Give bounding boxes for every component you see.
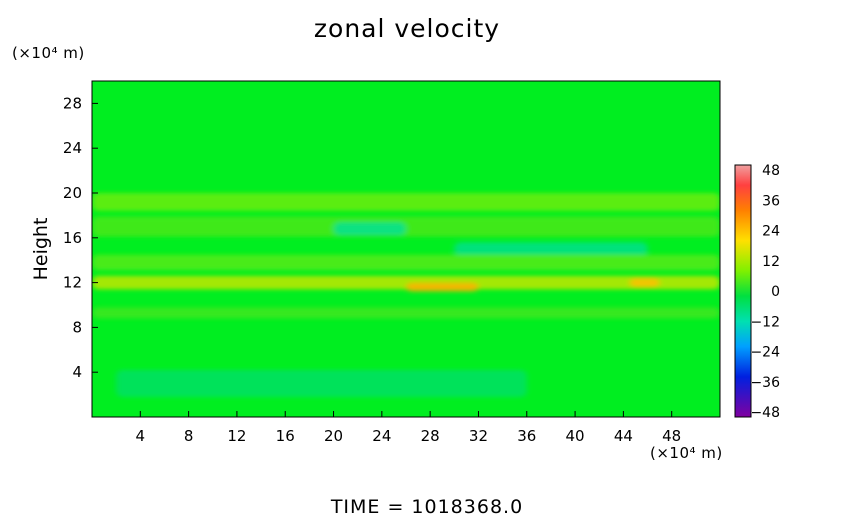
x-tick-label: 36 [517, 427, 536, 445]
x-tick-label: 28 [421, 427, 440, 445]
velocity-band [116, 369, 527, 397]
x-tick-label: 20 [324, 427, 343, 445]
colorbar-tick-label: −36 [750, 375, 780, 391]
x-unit-label: (×10⁴ m) [650, 444, 723, 462]
y-axis: 4 8 12 16 20 24 28 [63, 94, 98, 381]
time-label: TIME = 1018368.0 [330, 496, 524, 518]
x-tick-label: 16 [276, 427, 295, 445]
colorbar-tick-label: 12 [762, 254, 780, 270]
x-tick-label: 8 [184, 427, 194, 445]
colorbar-tick-label: −12 [750, 314, 780, 330]
y-unit-label: (×10⁴ m) [12, 44, 85, 62]
velocity-band [92, 307, 720, 319]
chart-title: zonal velocity [313, 14, 501, 43]
colorbar-scale [734, 164, 752, 418]
colorbar-tick-label: 48 [762, 163, 780, 179]
colorbar-tick-label: −48 [750, 405, 780, 421]
y-tick-label: 28 [63, 94, 82, 112]
velocity-band [92, 254, 720, 271]
y-axis-label: Height [30, 218, 52, 281]
colorbar-tick-label: 0 [771, 284, 780, 300]
velocity-band [629, 278, 660, 288]
x-tick-label: 4 [136, 427, 146, 445]
velocity-field [92, 81, 720, 417]
colorbar-ticks: 48 36 24 12 0 −12 −24 −36 −48 [750, 163, 780, 421]
x-tick-label: 12 [227, 427, 246, 445]
x-tick-label: 40 [566, 427, 585, 445]
y-tick-label: 4 [72, 363, 82, 381]
velocity-band [92, 193, 720, 211]
x-tick-label: 24 [372, 427, 391, 445]
velocity-band [92, 216, 720, 237]
y-tick-label: 20 [63, 184, 82, 202]
y-tick-label: 24 [63, 139, 82, 157]
colorbar-tick-label: −24 [750, 345, 780, 361]
colorbar-tick-label: 36 [762, 193, 780, 209]
x-tick-label: 32 [469, 427, 488, 445]
colorbar-tick-label: 24 [762, 224, 780, 240]
y-tick-label: 12 [63, 274, 82, 292]
velocity-band [92, 275, 720, 290]
colorbar: 48 36 24 12 0 −12 −24 −36 −48 [734, 163, 780, 421]
y-tick-label: 16 [63, 229, 82, 247]
velocity-bands [92, 193, 720, 397]
x-axis: 4 8 12 16 20 24 28 32 36 40 44 48 [136, 411, 681, 445]
x-tick-label: 48 [662, 427, 681, 445]
velocity-band [454, 242, 648, 256]
velocity-band [333, 222, 406, 236]
x-tick-label: 44 [614, 427, 633, 445]
velocity-band [406, 282, 479, 292]
plot-frame [91, 80, 721, 418]
y-tick-label: 8 [72, 318, 82, 336]
